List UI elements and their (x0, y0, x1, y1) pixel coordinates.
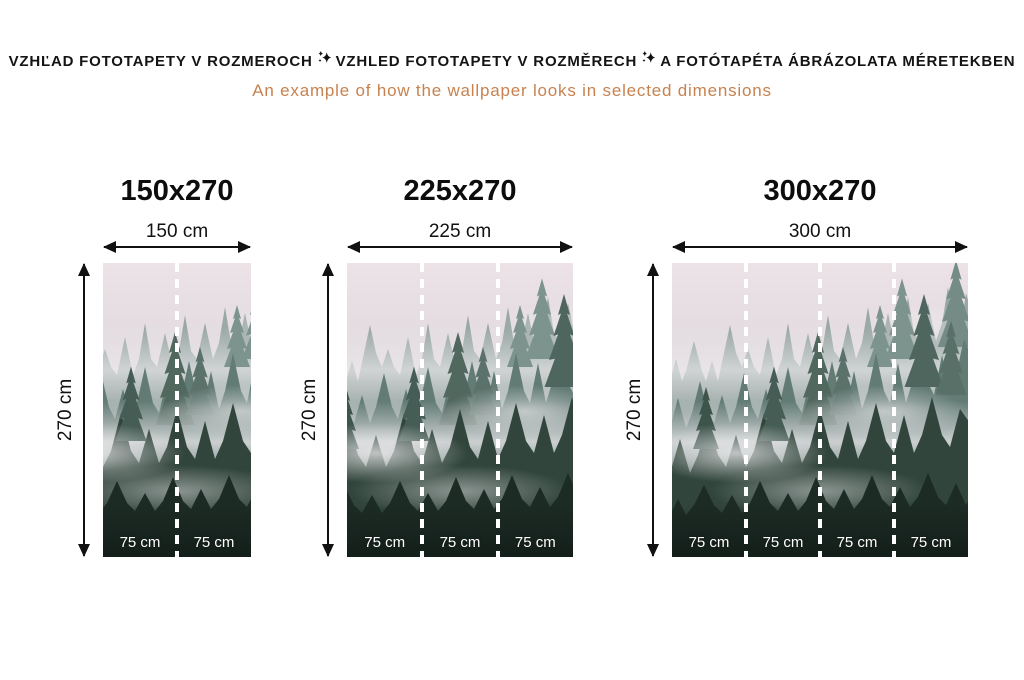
foggy-forest-image (347, 263, 573, 557)
panel-divider-dashed-line (892, 263, 896, 557)
height-arrow (322, 263, 334, 557)
segment-width-label: 75 cm (910, 534, 952, 551)
wallpaper-preview-image: 75 cm 75 cm 75 cm (347, 263, 573, 557)
segment-width-label: 75 cm (836, 534, 878, 551)
segment-width-label: 75 cm (364, 534, 406, 551)
sparkle-icon (642, 50, 656, 63)
height-arrow (78, 263, 90, 557)
page-title: VZHĽAD FOTOTAPETY V ROZMEROCH VZHLED FOT… (0, 50, 1024, 70)
wallpaper-preview-image: 75 cm 75 cm 75 cm 75 cm (672, 263, 968, 557)
panel-divider-dashed-line (420, 263, 425, 557)
wallpaper-size-panel-150x270: 150x270 150 cm 270 cm 75 cm 75 cm (55, 175, 251, 557)
width-dimension-label: 225 cm (428, 221, 492, 242)
panel-divider-dashed-line (175, 263, 179, 557)
sparkle-icon (318, 50, 331, 63)
size-title: 300x270 (763, 175, 877, 207)
panel-divider-dashed-line (818, 263, 822, 557)
width-arrow (103, 241, 251, 253)
segment-width-label: 75 cm (688, 534, 730, 551)
wallpaper-preview-image: 75 cm 75 cm (103, 263, 251, 557)
size-title: 225x270 (403, 175, 517, 207)
segment-width-label: 75 cm (762, 534, 804, 551)
title-part-cz: VZHLED FOTOTAPETY V ROZMĚRECH (335, 53, 638, 70)
title-part-hu: A FOTÓTAPÉTA ÁBRÁZOLATA MÉRETEKBEN (660, 53, 1016, 70)
height-dimension-label: 270 cm (624, 378, 645, 442)
size-title: 150x270 (120, 175, 234, 207)
width-arrow (347, 241, 573, 253)
title-part-sk: VZHĽAD FOTOTAPETY V ROZMEROCH (8, 53, 313, 70)
panel-divider-dashed-line (744, 263, 748, 557)
panel-divider-dashed-line (495, 263, 500, 557)
width-dimension-label: 150 cm (145, 221, 209, 242)
wallpaper-size-panel-300x270: 300x270 300 cm 270 cm 75 cm 75 cm 75 cm … (624, 175, 968, 557)
segment-width-label: 75 cm (514, 534, 556, 551)
height-dimension-label: 270 cm (55, 378, 76, 442)
height-arrow (647, 263, 659, 557)
segment-width-label: 75 cm (193, 534, 235, 551)
width-arrow (672, 241, 968, 253)
segment-width-label: 75 cm (439, 534, 481, 551)
width-dimension-label: 300 cm (788, 221, 852, 242)
page-subtitle: An example of how the wallpaper looks in… (252, 81, 772, 100)
wallpaper-size-panel-225x270: 225x270 225 cm 270 cm 75 cm 75 cm 75 cm (299, 175, 573, 557)
height-dimension-label: 270 cm (299, 378, 320, 442)
segment-width-label: 75 cm (119, 534, 161, 551)
